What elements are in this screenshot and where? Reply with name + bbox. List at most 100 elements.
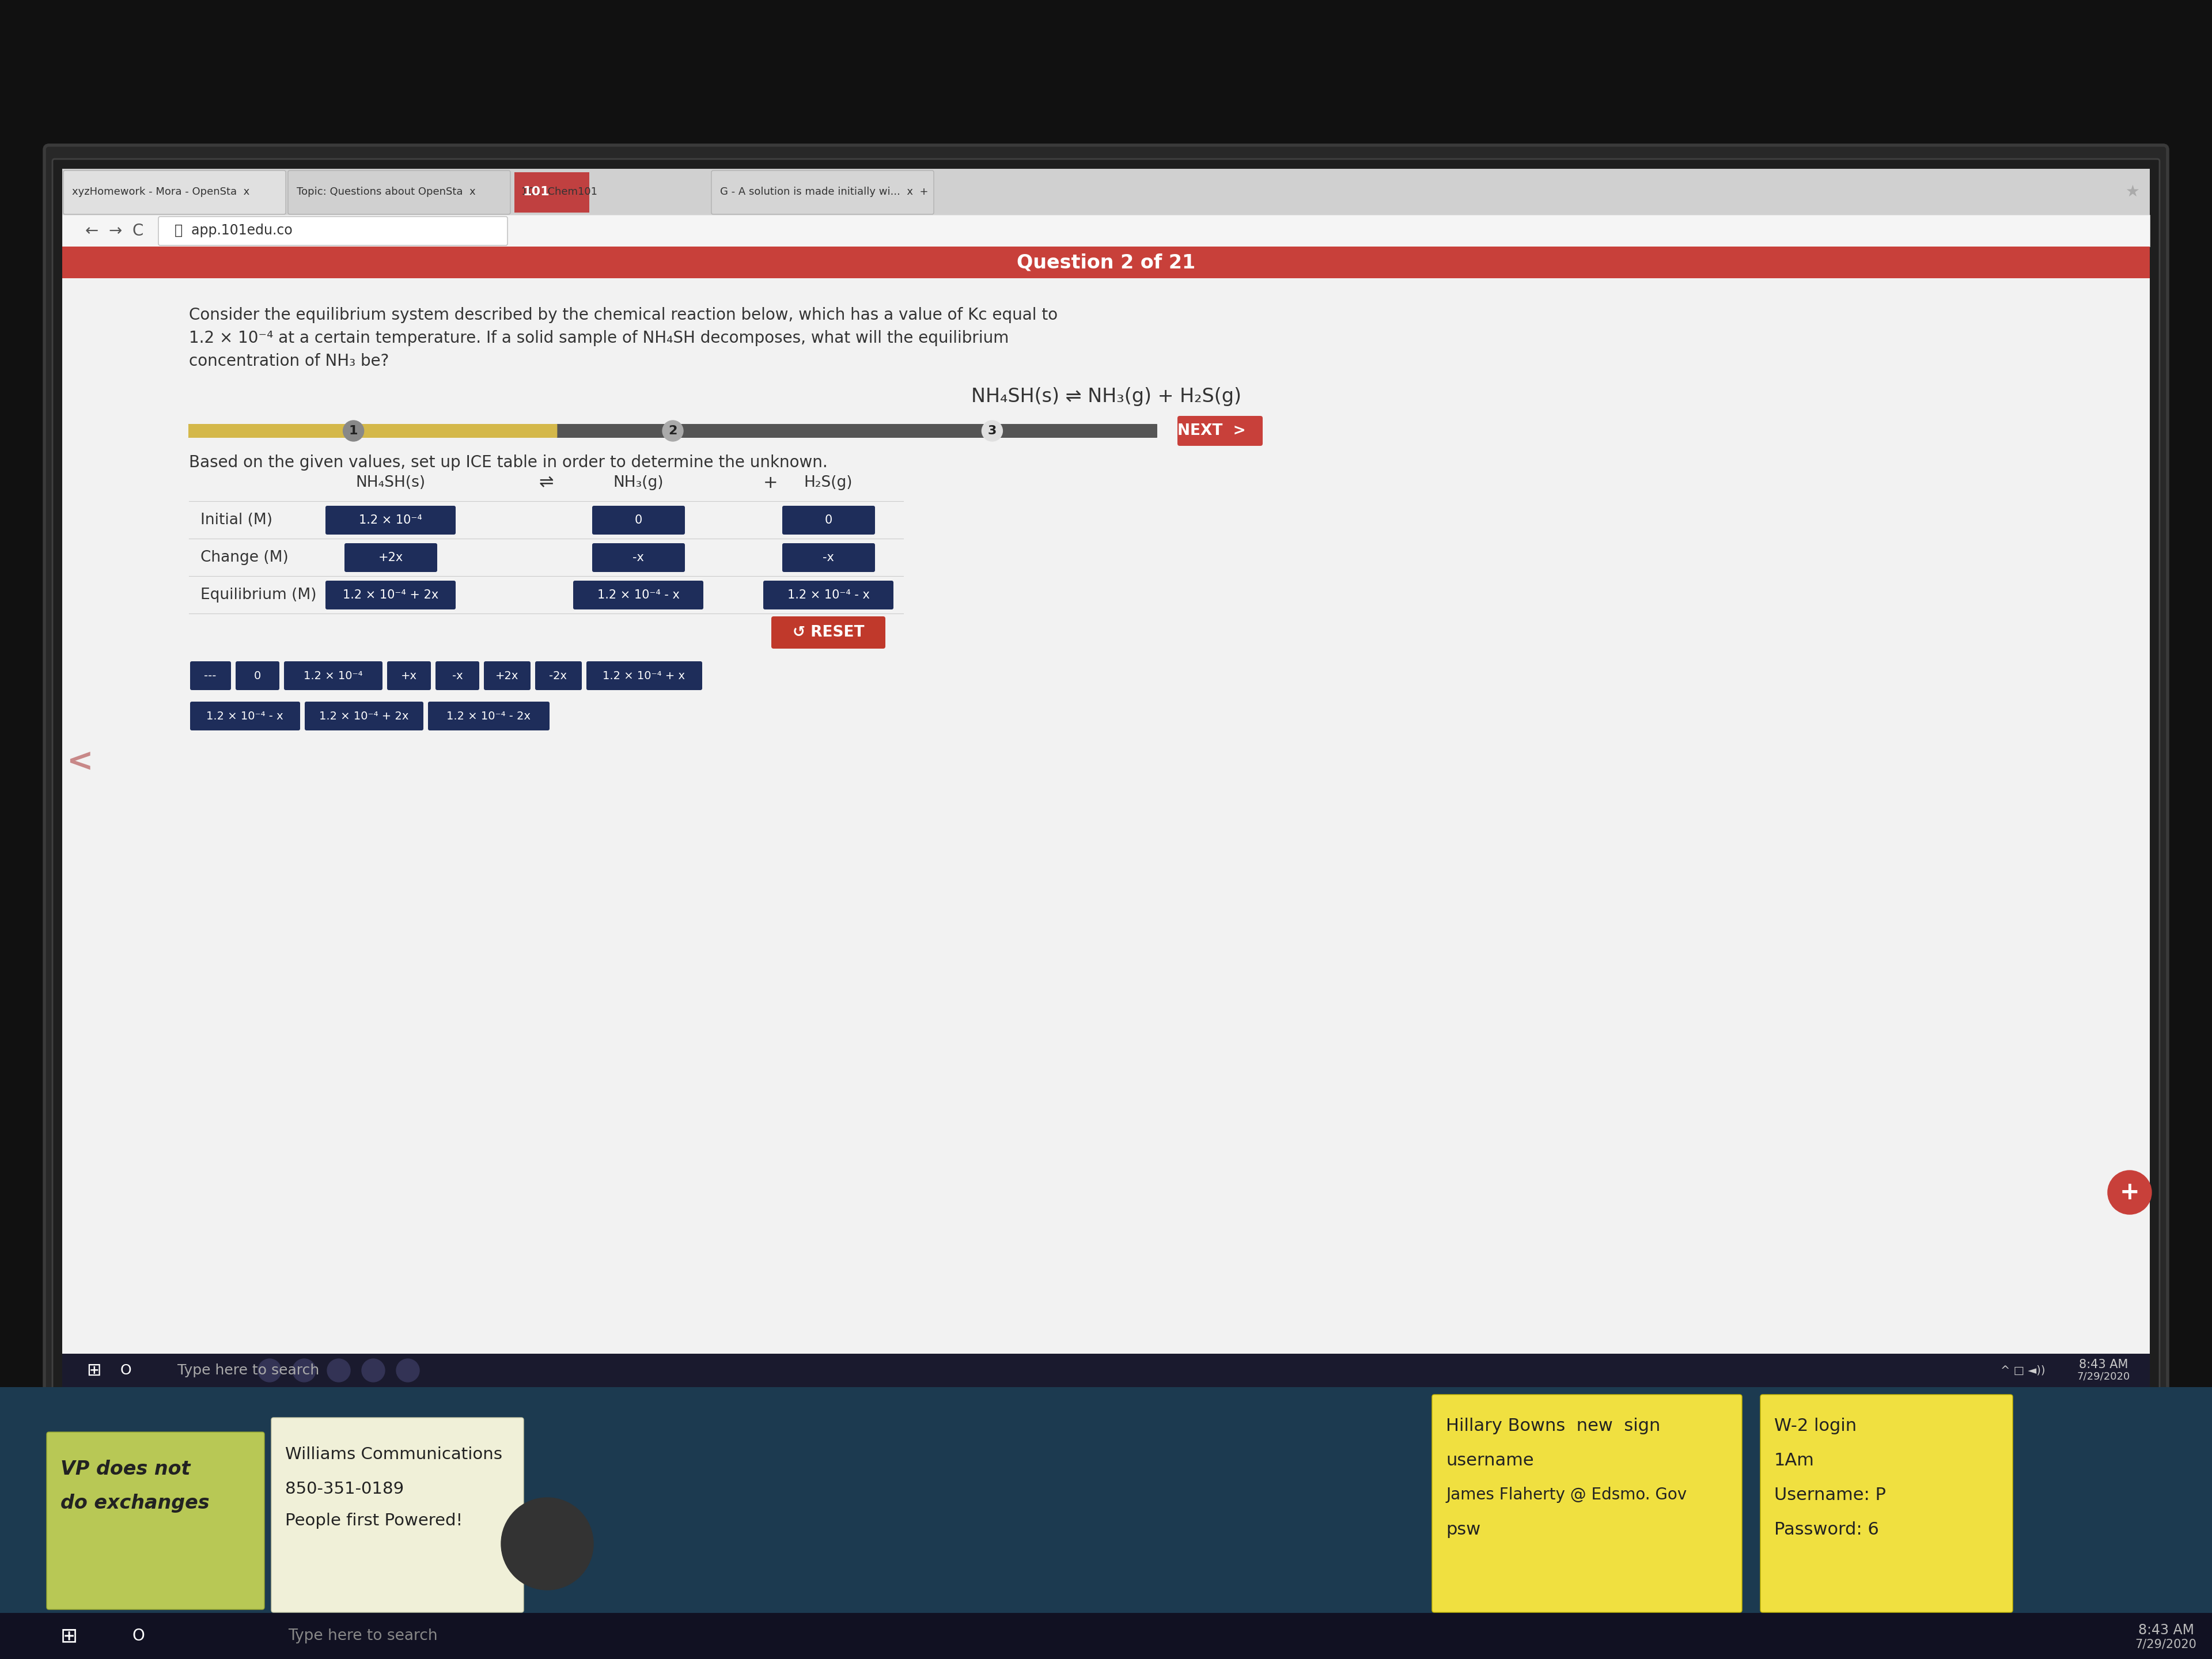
Text: 101  Chem101: 101 Chem101 — [522, 187, 597, 197]
Text: 1.2 × 10⁻⁴: 1.2 × 10⁻⁴ — [303, 670, 363, 682]
Bar — [62, 169, 2150, 1387]
Text: 🔒  app.101edu.co: 🔒 app.101edu.co — [175, 224, 292, 237]
Text: Topic: Questions about OpenSta  x: Topic: Questions about OpenSta x — [296, 187, 476, 197]
Text: Type here to search: Type here to search — [177, 1364, 319, 1377]
Circle shape — [292, 1359, 316, 1382]
Text: 1.2 × 10⁻⁴ + 2x: 1.2 × 10⁻⁴ + 2x — [319, 710, 409, 722]
Text: James Flaherty @ Edsmo. Gov: James Flaherty @ Edsmo. Gov — [1447, 1486, 1688, 1503]
FancyBboxPatch shape — [387, 662, 431, 690]
Circle shape — [2108, 1171, 2152, 1214]
Circle shape — [502, 1498, 593, 1589]
Text: Question 2 of 21: Question 2 of 21 — [1018, 254, 1194, 272]
Text: 850-351-0189: 850-351-0189 — [285, 1481, 405, 1496]
Text: Consider the equilibrium system described by the chemical reaction below, which : Consider the equilibrium system describe… — [188, 307, 1057, 324]
FancyBboxPatch shape — [484, 662, 531, 690]
Circle shape — [982, 420, 1002, 441]
Text: +2x: +2x — [378, 552, 403, 564]
Text: Type here to search: Type here to search — [288, 1629, 438, 1644]
Text: 1.2 × 10⁻⁴ at a certain temperature. If a solid sample of NH₄SH decomposes, what: 1.2 × 10⁻⁴ at a certain temperature. If … — [188, 330, 1009, 347]
FancyBboxPatch shape — [1431, 1395, 1743, 1613]
FancyBboxPatch shape — [190, 702, 301, 730]
Text: 0: 0 — [635, 514, 641, 526]
Text: H₂S(g): H₂S(g) — [803, 474, 852, 489]
Text: -2x: -2x — [549, 670, 566, 682]
FancyBboxPatch shape — [763, 581, 894, 609]
FancyBboxPatch shape — [325, 581, 456, 609]
Text: 0: 0 — [825, 514, 832, 526]
Text: 1: 1 — [349, 425, 358, 436]
Bar — [62, 247, 2150, 279]
Text: ⊞: ⊞ — [86, 1362, 102, 1379]
FancyBboxPatch shape — [288, 171, 511, 214]
Text: 0: 0 — [254, 670, 261, 682]
FancyBboxPatch shape — [53, 159, 2159, 1397]
Text: 1.2 × 10⁻⁴ + x: 1.2 × 10⁻⁴ + x — [604, 670, 686, 682]
FancyBboxPatch shape — [325, 506, 456, 534]
FancyBboxPatch shape — [593, 542, 686, 572]
Text: ↺ RESET: ↺ RESET — [792, 625, 865, 640]
Text: NH₄SH(s) ⇌ NH₃(g) + H₂S(g): NH₄SH(s) ⇌ NH₃(g) + H₂S(g) — [971, 387, 1241, 406]
Text: +: + — [2119, 1180, 2139, 1204]
FancyBboxPatch shape — [237, 662, 279, 690]
Text: Hillary Bowns  new  sign: Hillary Bowns new sign — [1447, 1417, 1661, 1433]
Text: concentration of NH₃ be?: concentration of NH₃ be? — [188, 353, 389, 370]
Text: 8:43 AM: 8:43 AM — [2139, 1623, 2194, 1637]
Text: Change (M): Change (M) — [201, 551, 288, 566]
Text: 1.2 × 10⁻⁴ - 2x: 1.2 × 10⁻⁴ - 2x — [447, 710, 531, 722]
Bar — [62, 1354, 2150, 1387]
Circle shape — [327, 1359, 349, 1382]
FancyBboxPatch shape — [188, 425, 557, 438]
Text: O: O — [119, 1364, 131, 1377]
Text: 1.2 × 10⁻⁴ - x: 1.2 × 10⁻⁴ - x — [206, 710, 283, 722]
Text: ⊞: ⊞ — [60, 1626, 77, 1646]
Text: Based on the given values, set up ICE table in order to determine the unknown.: Based on the given values, set up ICE ta… — [188, 455, 827, 471]
Text: 1.2 × 10⁻⁴ - x: 1.2 × 10⁻⁴ - x — [597, 589, 679, 601]
Text: ---: --- — [204, 670, 217, 682]
Text: ★: ★ — [2126, 184, 2139, 199]
FancyBboxPatch shape — [535, 662, 582, 690]
Text: ⇌: ⇌ — [540, 474, 553, 491]
Text: ←  →  C: ← → C — [86, 222, 144, 239]
FancyBboxPatch shape — [783, 542, 876, 572]
Circle shape — [343, 420, 363, 441]
Text: ^ □ ◄)): ^ □ ◄)) — [2000, 1365, 2046, 1375]
Text: 2: 2 — [668, 425, 677, 436]
Text: O: O — [133, 1627, 144, 1644]
Text: VP does not: VP does not — [60, 1460, 190, 1478]
Text: 1Am: 1Am — [1774, 1452, 1814, 1468]
Text: 3: 3 — [989, 425, 998, 436]
Text: +x: +x — [400, 670, 418, 682]
Text: Williams Communications: Williams Communications — [285, 1447, 502, 1463]
FancyBboxPatch shape — [44, 146, 2168, 1405]
Text: <: < — [66, 747, 93, 778]
FancyBboxPatch shape — [436, 662, 480, 690]
Text: -x: -x — [451, 670, 462, 682]
Text: NEXT  >: NEXT > — [1177, 423, 1245, 438]
Text: People first Powered!: People first Powered! — [285, 1513, 462, 1530]
FancyBboxPatch shape — [305, 702, 422, 730]
Bar — [62, 169, 2150, 216]
FancyBboxPatch shape — [712, 171, 933, 214]
FancyBboxPatch shape — [272, 1418, 524, 1613]
Text: G - A solution is made initially wi...  x  +: G - A solution is made initially wi... x… — [721, 187, 929, 197]
Circle shape — [661, 420, 684, 441]
Text: 8:43 AM: 8:43 AM — [2079, 1359, 2128, 1370]
Text: 101: 101 — [522, 186, 551, 197]
Circle shape — [259, 1359, 281, 1382]
Bar — [0, 1387, 2212, 1659]
Text: -x: -x — [823, 552, 834, 564]
Text: 7/29/2020: 7/29/2020 — [2135, 1639, 2197, 1651]
FancyBboxPatch shape — [46, 1432, 265, 1609]
Text: do exchanges: do exchanges — [60, 1495, 210, 1513]
Text: 1.2 × 10⁻⁴: 1.2 × 10⁻⁴ — [358, 514, 422, 526]
FancyBboxPatch shape — [586, 662, 701, 690]
FancyBboxPatch shape — [188, 425, 1157, 438]
Text: +2x: +2x — [495, 670, 518, 682]
FancyBboxPatch shape — [427, 702, 549, 730]
FancyBboxPatch shape — [190, 662, 230, 690]
FancyBboxPatch shape — [159, 217, 507, 246]
Text: 1.2 × 10⁻⁴ - x: 1.2 × 10⁻⁴ - x — [787, 589, 869, 601]
FancyBboxPatch shape — [772, 617, 885, 649]
Bar — [62, 279, 2150, 1354]
FancyBboxPatch shape — [783, 506, 876, 534]
